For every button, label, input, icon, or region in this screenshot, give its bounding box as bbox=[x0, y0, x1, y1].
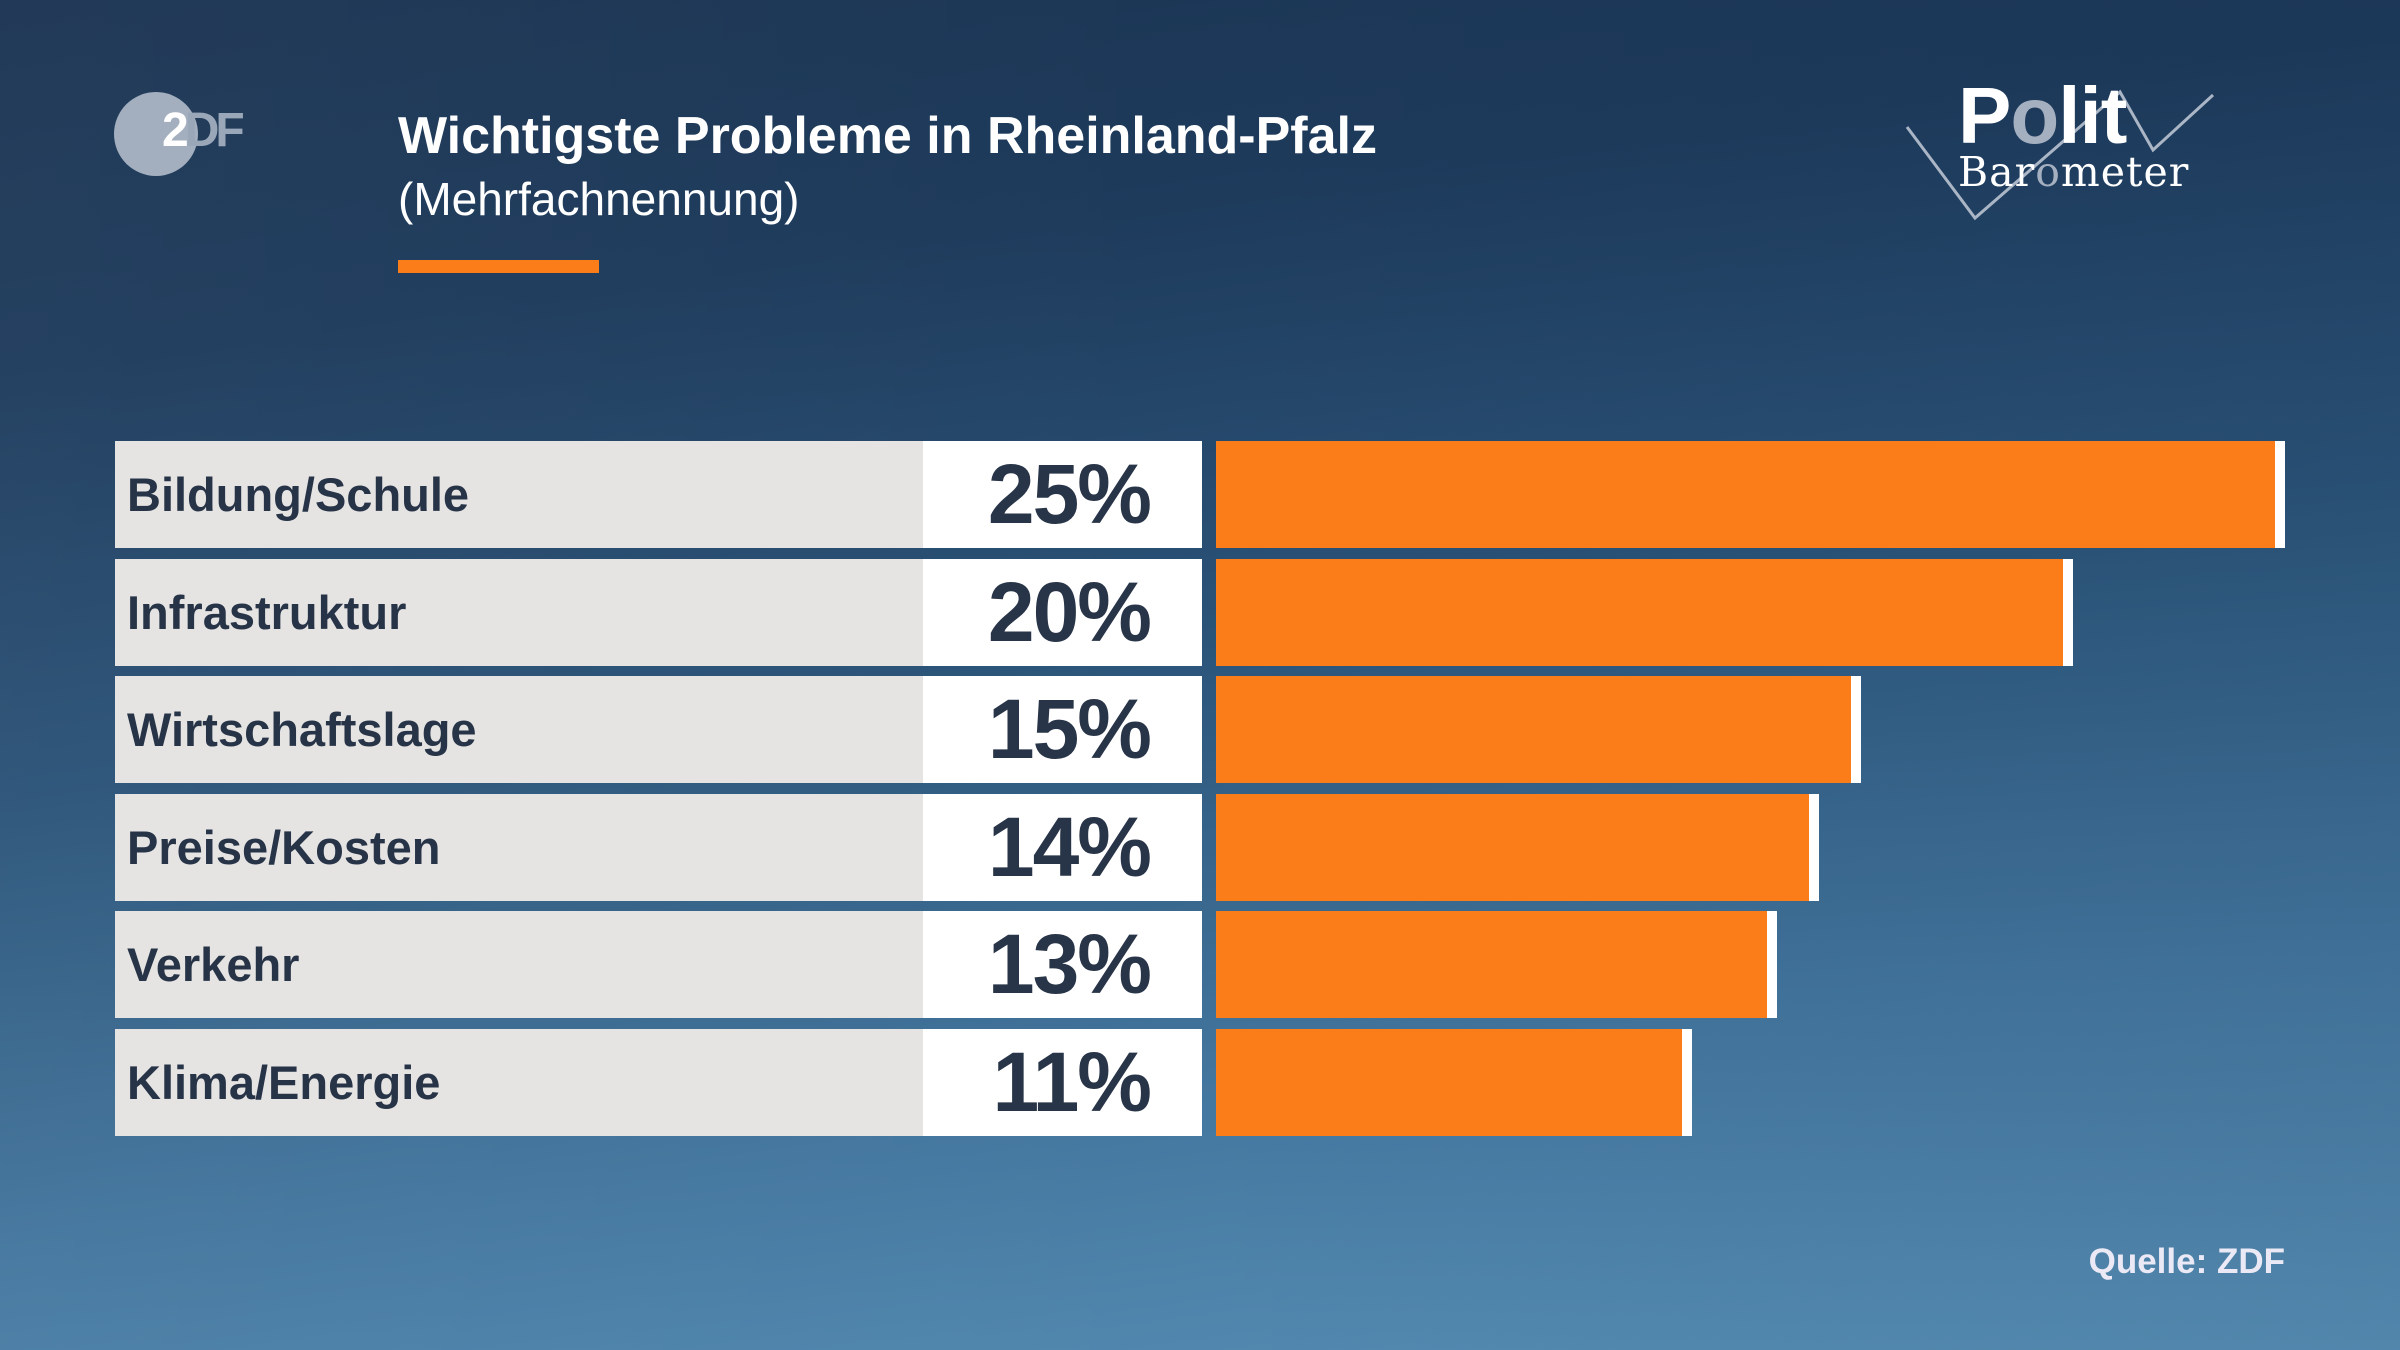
bar-fill bbox=[1216, 793, 1809, 901]
chart-row: Klima/Energie 11% bbox=[115, 1028, 2315, 1136]
row-value-cell: 25% bbox=[923, 441, 1202, 548]
chart-row: Preise/Kosten 14% bbox=[115, 793, 2315, 901]
zdf-logo-text: 2DF bbox=[162, 104, 245, 157]
politbarometer-logo: Polit Barometer bbox=[1900, 70, 2230, 230]
row-label: Bildung/Schule bbox=[127, 468, 470, 521]
source-note: Quelle: ZDF bbox=[2088, 1242, 2285, 1281]
row-label: Preise/Kosten bbox=[127, 820, 441, 874]
row-value-cell: 20% bbox=[923, 558, 1202, 666]
chart-row: Wirtschaftslage 15% bbox=[115, 676, 2315, 783]
row-label: Infrastruktur bbox=[127, 585, 407, 639]
chart-row: Verkehr 13% bbox=[115, 911, 2315, 1018]
bar-end-marker bbox=[1682, 1028, 1692, 1136]
bar-fill bbox=[1216, 558, 2063, 666]
bar-end-marker bbox=[2063, 558, 2073, 666]
row-value: 15% bbox=[987, 682, 1152, 776]
row-label-cell: Infrastruktur bbox=[115, 558, 923, 666]
bar-fill bbox=[1216, 676, 1851, 783]
row-label: Wirtschaftslage bbox=[127, 703, 477, 756]
row-label: Klima/Energie bbox=[127, 1055, 441, 1109]
zdf-logo: 2DF bbox=[112, 90, 272, 176]
row-value-cell: 14% bbox=[923, 793, 1202, 901]
chart-row: Bildung/Schule 25% bbox=[115, 441, 2315, 548]
row-label-cell: Bildung/Schule bbox=[115, 441, 923, 548]
bar-end-marker bbox=[2275, 441, 2285, 548]
chart-row: Infrastruktur 20% bbox=[115, 558, 2315, 666]
row-value-cell: 15% bbox=[923, 676, 1202, 783]
row-value: 11% bbox=[992, 1034, 1152, 1129]
politbarometer-logo-polit: Polit bbox=[1958, 71, 2127, 160]
row-value: 20% bbox=[987, 564, 1152, 659]
chart-subtitle: (Mehrfachnennung) bbox=[398, 173, 800, 225]
row-label-cell: Klima/Energie bbox=[115, 1028, 923, 1136]
zdf-logo-digit: 2 bbox=[162, 104, 189, 157]
row-value: 14% bbox=[987, 799, 1152, 894]
chart-title: Wichtigste Probleme in Rheinland-Pfalz bbox=[398, 107, 1377, 165]
zdf-logo-letters: DF bbox=[184, 104, 245, 157]
title-accent-line bbox=[398, 260, 599, 273]
zdf-logo-circle-icon bbox=[114, 92, 198, 176]
row-label-cell: Preise/Kosten bbox=[115, 793, 923, 901]
row-label-cell: Verkehr bbox=[115, 911, 923, 1018]
row-value: 25% bbox=[987, 447, 1152, 541]
row-value: 13% bbox=[987, 917, 1152, 1011]
bar-end-marker bbox=[1767, 911, 1777, 1018]
row-value-cell: 13% bbox=[923, 911, 1202, 1018]
bar-fill bbox=[1216, 441, 2275, 548]
row-value-cell: 11% bbox=[923, 1028, 1202, 1136]
bar-end-marker bbox=[1809, 793, 1819, 901]
row-label-cell: Wirtschaftslage bbox=[115, 676, 923, 783]
bar-end-marker bbox=[1851, 676, 1861, 783]
checkmark-line-icon bbox=[1905, 89, 2215, 221]
bar-fill bbox=[1216, 911, 1767, 1018]
row-label: Verkehr bbox=[127, 938, 300, 991]
bar-fill bbox=[1216, 1028, 1682, 1136]
politbarometer-logo-barometer: Barometer bbox=[1958, 148, 2190, 196]
